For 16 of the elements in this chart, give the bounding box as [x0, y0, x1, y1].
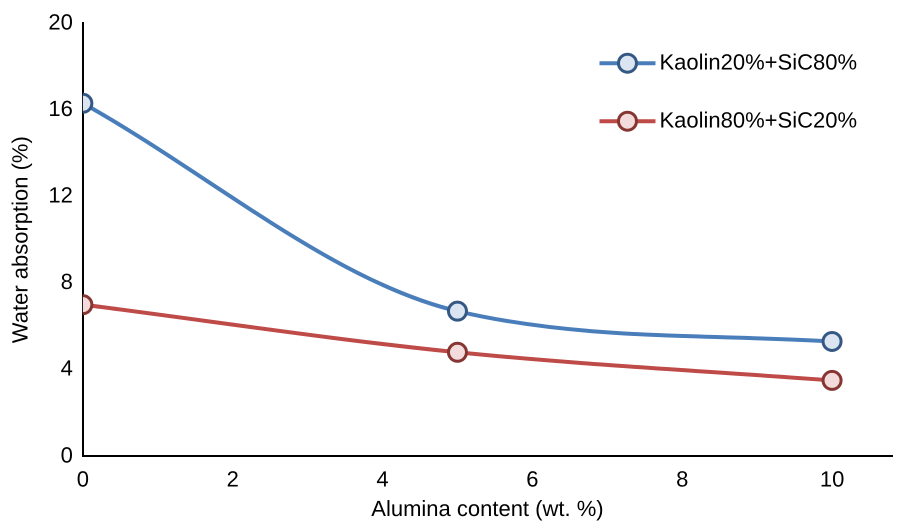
x-axis-title: Alumina content (wt. %) — [371, 496, 604, 521]
y-tick-label: 4 — [60, 356, 73, 381]
x-tick-label: 0 — [76, 466, 89, 492]
y-axis-title: Water absorption (%) — [7, 136, 32, 344]
y-tick-label: 16 — [48, 96, 73, 121]
y-tick-label: 8 — [60, 269, 73, 294]
legend-label: Kaolin80%+SiC20% — [659, 107, 858, 132]
y-tick-label: 20 — [48, 9, 73, 34]
y-tick-label: 12 — [48, 182, 73, 208]
x-tick-label: 2 — [226, 466, 239, 492]
legend-label: Kaolin20%+SiC80% — [659, 49, 858, 74]
x-tick-label: 10 — [820, 466, 844, 492]
y-tick-label: 0 — [60, 442, 73, 468]
x-tick-label: 8 — [676, 466, 688, 492]
x-tick-label: 4 — [376, 466, 389, 492]
x-tick-label: 6 — [526, 466, 539, 492]
